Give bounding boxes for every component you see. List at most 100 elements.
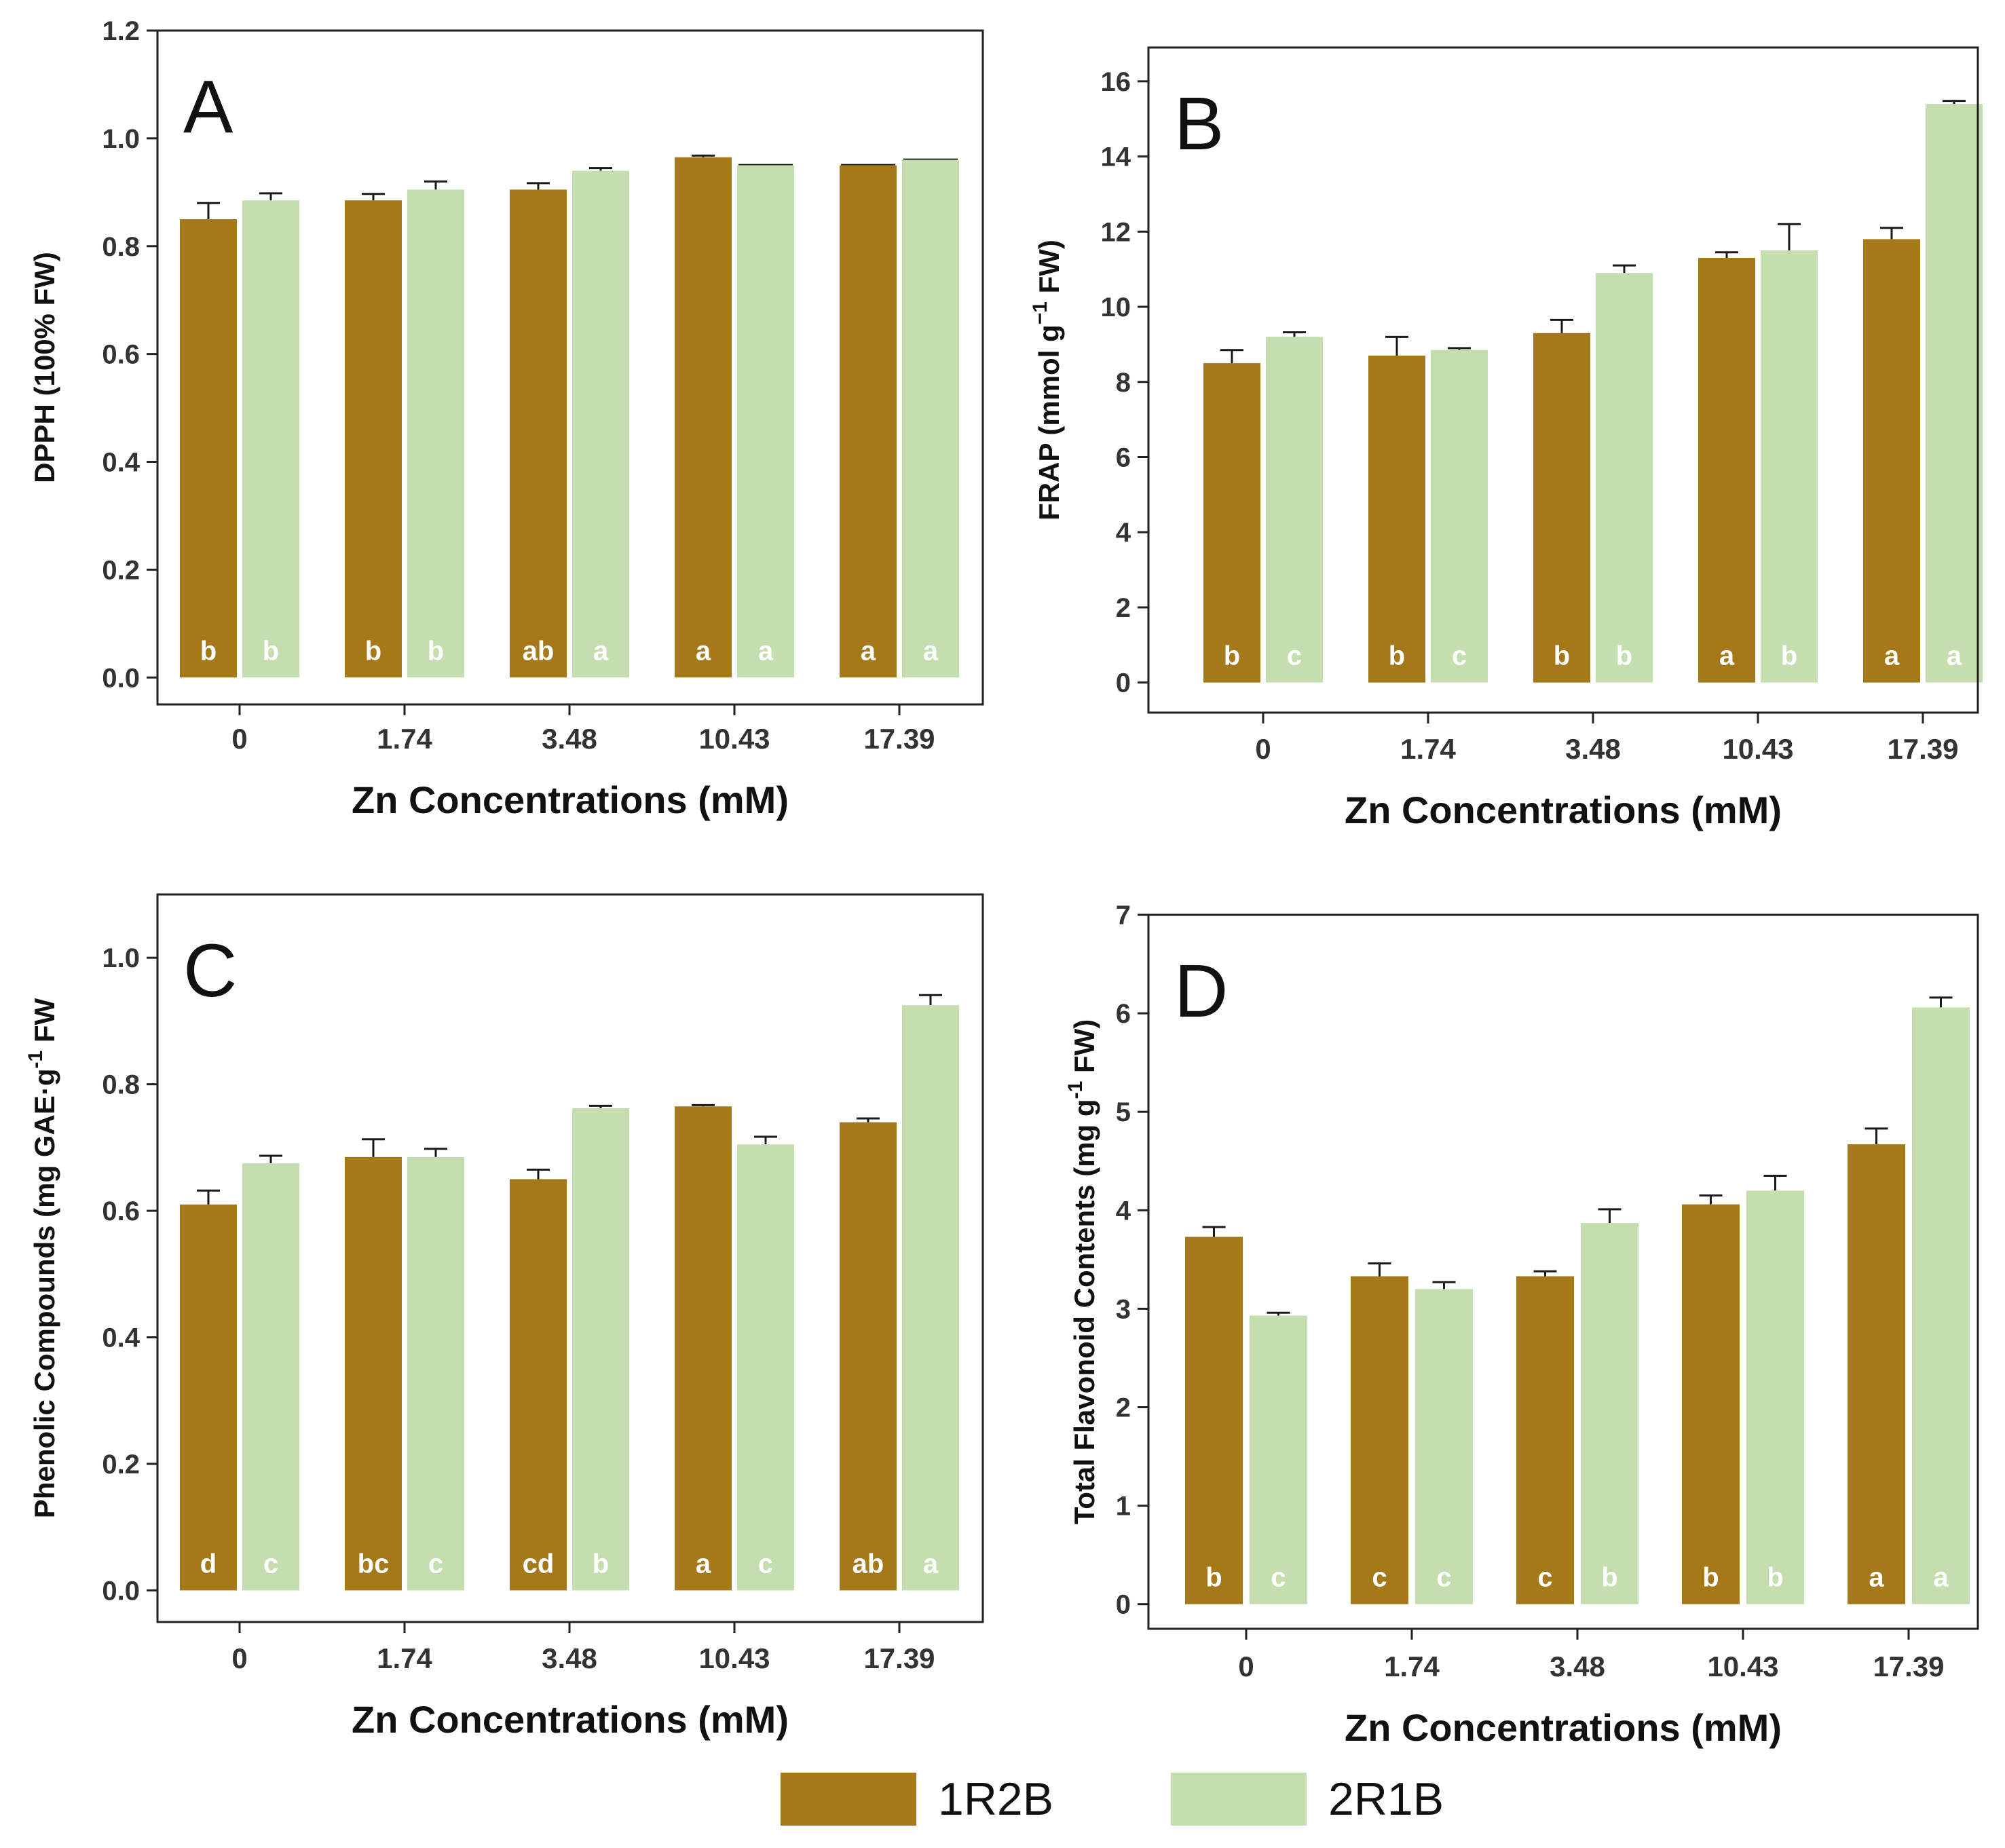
y-tick-label: 16 [1101,67,1131,97]
bar-2r1b [1761,250,1818,683]
panel-label: A [183,65,233,149]
significance-letter: c [428,1549,443,1579]
y-tick-label: 0.6 [102,1196,140,1226]
bar-2r1b [1266,337,1323,683]
y-axis-title: Phenolic Compounds (mg GAE·g-1 FW [24,998,60,1518]
x-axis-title: Zn Concentrations (mM) [1345,1706,1782,1749]
bar-2r1b [1926,104,1983,683]
x-tick-label: 0 [1255,733,1271,765]
legend-label-1r2b: 1R2B [938,1773,1053,1825]
legend-swatch-1r2b [781,1773,916,1826]
x-tick-label: 3.48 [1565,733,1621,765]
plot-frame [156,29,984,706]
plot-frame [1147,913,1979,1630]
y-axis-title-superscript: -1 [1064,1081,1087,1099]
y-tick-label: 8 [1116,368,1131,398]
bar-1r2b [1682,1204,1740,1604]
bar-1r2b [345,1156,402,1591]
significance-letter: b [365,636,381,666]
bar-1r2b [675,157,732,678]
panel-a: 0.0 0.2 0.4 0.6 0.8 1.0 1.2 b b 0 b b 1.74 ab a 3.48 a a 1… [29,16,984,821]
legend-label-2r1b: 2R1B [1328,1773,1444,1825]
bar-1r2b [675,1106,732,1591]
bar-1r2b [840,165,897,678]
significance-letter: b [1702,1563,1719,1593]
y-tick-label: 2 [1116,593,1131,623]
significance-letter: a [923,636,939,666]
panel-d: 0 1 2 3 4 5 6 7 b c 0 c c 1.74 c b 3.48 b b 10.43 a a 17.39 D Zn… [1064,901,1979,1749]
x-tick-label: 10.43 [1707,1651,1778,1682]
significance-letter: ab [852,1549,884,1579]
significance-letter: a [1933,1563,1949,1593]
bar-2r1b [902,1005,959,1591]
significance-letter: c [1537,1563,1552,1593]
y-axis-title-tail: FW) [1033,240,1065,301]
x-tick-label: 10.43 [698,723,770,755]
y-tick-label: 12 [1101,217,1131,247]
bar-2r1b [1415,1289,1473,1604]
x-axis-title: Zn Concentrations (mM) [1345,789,1782,831]
plot-frame [1147,46,1979,714]
y-axis-title-tail: FW) [1068,1019,1100,1081]
x-tick-label: 10.43 [1722,733,1793,765]
significance-letter: b [200,636,217,666]
x-tick-label: 10.43 [698,1642,770,1674]
y-tick-label: 1 [1116,1492,1131,1522]
significance-letter: c [1452,641,1467,671]
significance-letter: a [696,636,711,666]
bar-2r1b [1581,1223,1638,1604]
significance-letter: c [263,1549,278,1579]
x-tick-label: 1.74 [377,723,432,755]
x-tick-label: 1.74 [1400,733,1456,765]
significance-letter: b [263,636,279,666]
significance-letter: c [1287,641,1302,671]
significance-letter: a [923,1549,939,1579]
x-tick-label: 3.48 [1550,1651,1605,1682]
bar-1r2b [180,1204,237,1591]
bar-2r1b [1746,1190,1804,1604]
y-tick-label: 1.0 [102,943,140,973]
bar-1r2b [510,189,567,678]
bar-1r2b [1848,1144,1905,1604]
significance-letter: b [593,1549,609,1579]
bar-1r2b [1185,1237,1243,1604]
significance-letter: a [1719,641,1735,671]
x-tick-label: 17.39 [863,723,935,755]
y-tick-label: 0.2 [102,1450,140,1479]
y-axis-title-tail: FW [29,998,60,1050]
bar-2r1b [242,1163,299,1591]
y-tick-label: 0.8 [102,232,140,262]
legend-swatch-2r1b [1171,1773,1307,1826]
bar-2r1b [1912,1007,1970,1604]
significance-letter: ab [523,636,555,666]
x-tick-label: 17.39 [1887,733,1958,765]
bar-2r1b [242,200,299,678]
x-axis-title: Zn Concentrations (mM) [352,1698,789,1741]
significance-letter: a [696,1549,711,1579]
x-tick-label: 3.48 [542,723,597,755]
y-tick-label: 0.4 [102,1323,140,1353]
x-tick-label: 0 [231,1642,247,1674]
y-axis-title: FRAP (mmol g−1 FW) [1029,240,1065,521]
y-tick-label: 4 [1116,1196,1131,1226]
bar-1r2b [1698,258,1755,683]
significance-letter: b [1224,641,1240,671]
significance-letter: a [861,636,876,666]
significance-letter: b [428,636,444,666]
significance-letter: c [1271,1563,1286,1593]
bar-2r1b [572,170,629,678]
y-axis-title-superscript: −1 [1029,301,1051,324]
significance-letter: b [1601,1563,1617,1593]
y-tick-label: 6 [1116,999,1131,1029]
y-tick-label: 0.0 [102,663,140,693]
bar-2r1b [902,159,959,678]
panel-label: D [1174,949,1228,1033]
y-tick-label: 1.2 [102,16,140,46]
bar-1r2b [1368,356,1425,683]
y-tick-label: 4 [1116,518,1131,548]
x-tick-label: 1.74 [1384,1651,1440,1682]
bar-1r2b [180,219,237,678]
panel-b: 0 2 4 6 8 10 12 14 16 b c 0 b c 1.74 b b 3.48 a b 10.43 a a 17.… [1029,46,1983,831]
significance-letter: c [1372,1563,1387,1593]
x-tick-label: 0 [1238,1651,1254,1682]
